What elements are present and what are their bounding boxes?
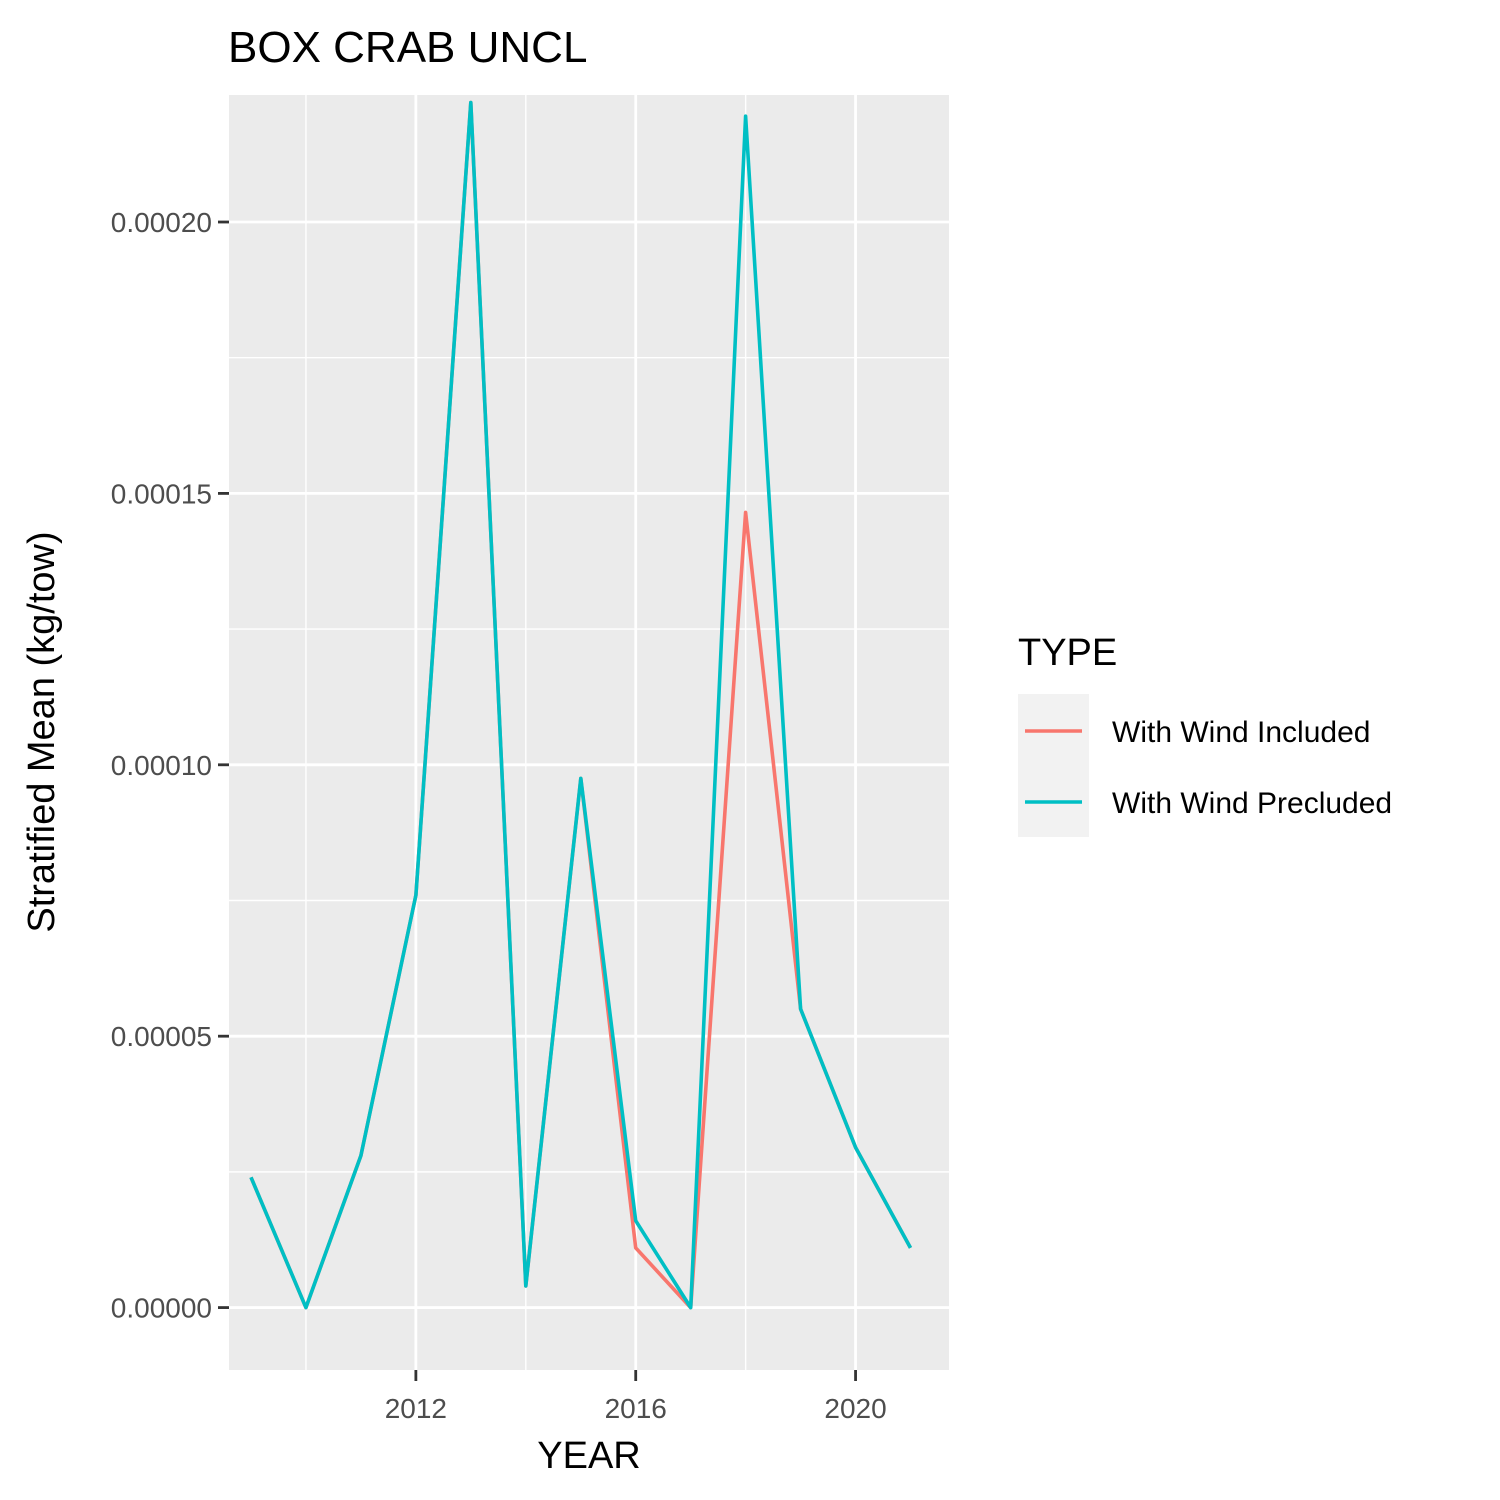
chart-title: BOX CRAB UNCL: [228, 23, 587, 72]
y-tick-label-1: 0.00005: [111, 1021, 212, 1052]
x-tick-label-0: 2012: [385, 1393, 447, 1424]
y-tick-label-4: 0.00020: [111, 207, 212, 238]
x-tick-label-2: 2020: [824, 1393, 886, 1424]
series-lines: [249, 100, 913, 1310]
series-line-with-wind-precluded: [249, 100, 913, 1310]
y-tick-label-3: 0.00015: [111, 478, 212, 509]
x-tick-label-1: 2016: [605, 1393, 667, 1424]
x-axis: 2012 2016 2020: [385, 1370, 887, 1424]
legend-label-with-wind-included: With Wind Included: [1112, 716, 1370, 749]
x-axis-title: YEAR: [537, 1435, 640, 1477]
major-gridlines: [229, 95, 949, 1370]
y-tick-label-0: 0.00000: [111, 1293, 212, 1324]
legend-title: TYPE: [1018, 632, 1117, 674]
y-tick-label-2: 0.00010: [111, 750, 212, 781]
y-axis: 0.00000 0.00005 0.00010 0.00015 0.00020: [111, 207, 229, 1324]
minor-gridlines: [229, 85, 949, 1370]
legend: TYPE With Wind Included With Wind Preclu…: [1018, 632, 1392, 837]
legend-label-with-wind-precluded: With Wind Precluded: [1112, 787, 1392, 820]
y-axis-title: Stratified Mean (kg/tow): [21, 531, 63, 932]
plot-panel: [229, 95, 949, 1370]
legend-keys-background: [1018, 694, 1089, 837]
